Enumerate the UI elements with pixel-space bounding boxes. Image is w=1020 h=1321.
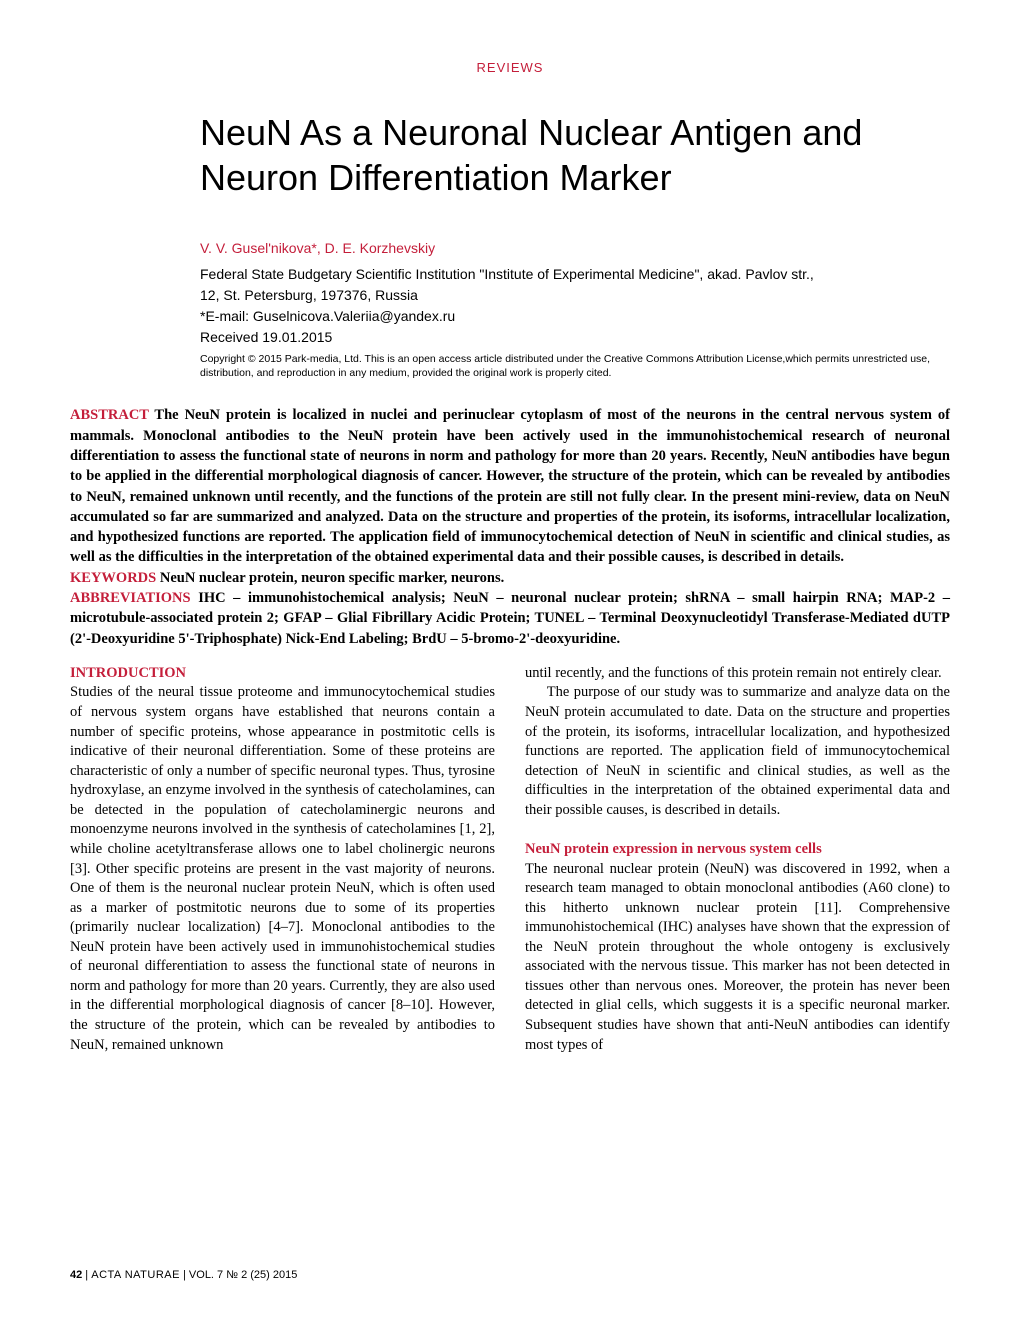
col2-para3: The neuronal nuclear protein (NeuN) was … <box>525 860 950 1056</box>
neun-expression-heading: NeuN protein expression in nervous syste… <box>525 840 950 860</box>
keywords-label: KEYWORDS <box>70 570 156 586</box>
abbreviations-text: IHC – immunohistochemical analysis; NeuN… <box>70 590 950 647</box>
intro-paragraph: Studies of the neural tissue proteome an… <box>70 683 495 1055</box>
affiliation-line1: Federal State Budgetary Scientific Insti… <box>200 264 950 285</box>
left-column: INTRODUCTION Studies of the neural tissu… <box>70 664 495 1055</box>
introduction-heading: INTRODUCTION <box>70 664 495 684</box>
col2-para2: The purpose of our study was to summariz… <box>525 683 950 820</box>
body-columns: INTRODUCTION Studies of the neural tissu… <box>70 664 950 1055</box>
affiliation-line2: 12, St. Petersburg, 197376, Russia <box>200 285 950 306</box>
abstract-text: The NeuN protein is localized in nuclei … <box>70 407 950 565</box>
journal-name: ACTA NATURAE <box>91 1269 180 1281</box>
abbreviations-label: ABBREVIATIONS <box>70 590 191 606</box>
keywords-text: NeuN nuclear protein, neuron specific ma… <box>156 570 504 586</box>
email: *E-mail: Guselnicova.Valeriia@yandex.ru <box>200 306 950 327</box>
copyright-notice: Copyright © 2015 Park-media, Ltd. This i… <box>200 352 950 380</box>
page-footer: 42 | ACTA NATURAE | VOL. 7 № 2 (25) 2015 <box>70 1269 297 1281</box>
footer-separator-1: | <box>82 1269 91 1281</box>
abstract-block: ABSTRACT The NeuN protein is localized i… <box>70 405 950 649</box>
article-title: NeuN As a Neuronal Nuclear Antigen and N… <box>200 110 950 200</box>
volume-info: | VOL. 7 № 2 (25) 2015 <box>180 1269 297 1281</box>
received-date: Received 19.01.2015 <box>200 327 950 348</box>
category-header: REVIEWS <box>70 60 950 75</box>
authors: V. V. Gusel'nikova*, D. E. Korzhevskiy <box>200 240 950 256</box>
right-column: until recently, and the functions of thi… <box>525 664 950 1055</box>
col2-para1: until recently, and the functions of thi… <box>525 664 950 684</box>
abstract-label: ABSTRACT <box>70 407 149 423</box>
page-number: 42 <box>70 1269 82 1281</box>
